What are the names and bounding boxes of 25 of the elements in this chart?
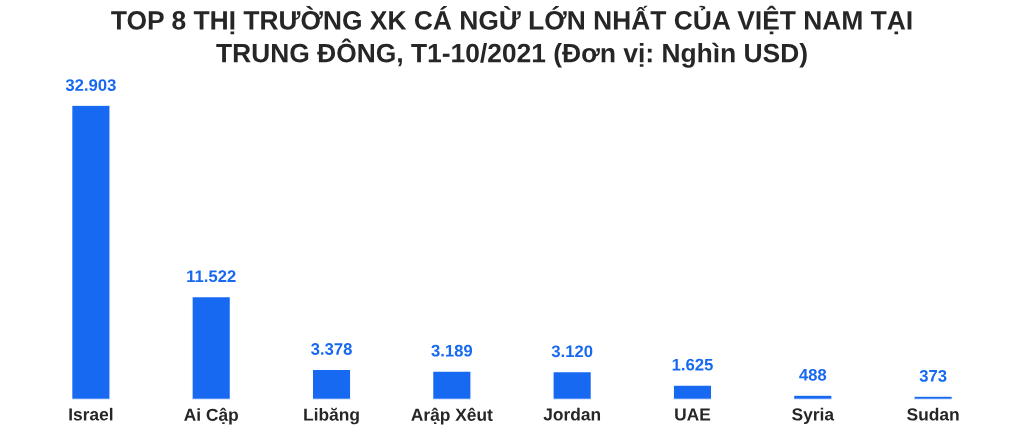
x-tick-label: Libăng [304,407,359,425]
data-label: 1.625 [672,358,713,371]
data-label: 3.378 [311,343,352,355]
chart-title: TOP 8 THỊ TRƯỜNG XK CÁ NGỪ LỚN NHẤT CỦA VIỆT NAM TẠI TRUNG ĐÔNG, T1-10/2021 (Đơn vị: Nghìn USD) [111,5,912,68]
x-tick-label: Israel [69,407,113,421]
bar [191,295,232,400]
data-label: 488 [799,368,827,381]
bar [311,368,352,400]
x-tick-label: Arập Xêut [411,407,493,425]
data-label: 3.120 [551,345,593,358]
bar [431,370,472,400]
bar [552,370,593,400]
data-label: 32.903 [65,79,116,91]
x-tick-label: Jordan [543,407,601,421]
bar [913,395,954,400]
x-tick-label: Ai Cập [184,407,238,425]
x-tick-label: Sudan [907,407,959,421]
bar [672,384,713,400]
bar [792,394,833,400]
data-label: 373 [919,369,947,382]
data-label: 11.522 [187,270,236,283]
bar [70,105,111,400]
x-tick-label: Syria [792,407,835,425]
x-tick-label: UAE [675,408,711,421]
data-label: 3.189 [431,344,473,357]
